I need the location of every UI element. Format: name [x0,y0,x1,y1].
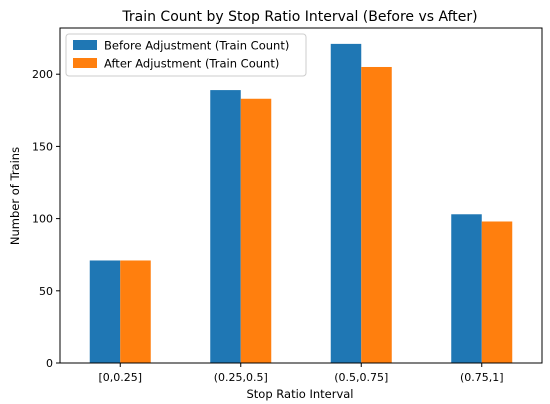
bar-after-1 [240,98,272,364]
x-tick-label: (0.5,0.75] [334,371,388,384]
bar-after-3 [481,221,513,363]
bar-before-2 [330,43,362,364]
legend-swatch-before [73,40,97,50]
x-tick-label: (0.75,1] [460,371,504,384]
bar-before-1 [210,90,241,363]
y-tick-label: 200 [32,68,53,81]
x-tick-label: (0.25,0.5] [214,371,268,384]
legend: Before Adjustment (Train Count) After Adj… [65,33,307,77]
legend-box [65,33,307,77]
bar-before-0 [89,260,121,363]
y-tick-label: 100 [32,213,53,226]
legend-label-after: After Adjustment (Train Count) [104,57,279,71]
x-tick-label: [0,0.25] [98,371,142,384]
x-axis: [0,0.25] (0.25,0.5] (0.5,0.75] (0.75,1] [98,363,504,384]
bar-before-3 [451,214,482,363]
bar-after-0 [120,260,151,363]
bar-after-2 [361,66,392,364]
y-tick-label: 0 [46,357,53,370]
chart-title: Train Count by Stop Ratio Interval (Befo… [121,9,477,25]
plot-area [89,43,513,364]
legend-swatch-after [73,58,97,68]
y-axis: 0 50 100 150 200 [32,68,60,370]
x-axis-label: Stop Ratio Interval [246,387,353,401]
y-tick-label: 50 [39,285,53,298]
legend-label-before: Before Adjustment (Train Count) [104,39,289,53]
y-axis-label: Number of Trains [8,147,22,245]
y-tick-label: 150 [32,140,53,153]
plot-frame [59,27,543,364]
